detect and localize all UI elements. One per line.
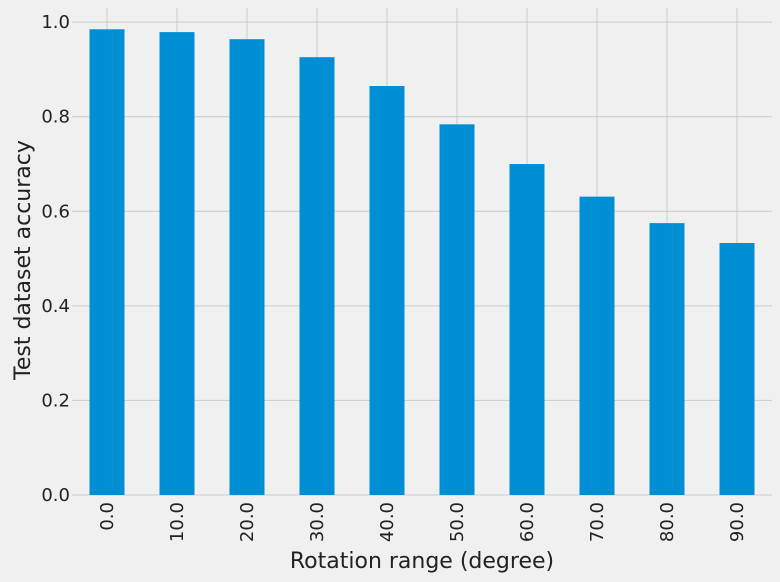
y-tick-label: 1.0 — [41, 12, 70, 33]
y-axis-ticks: 0.0 0.2 0.4 0.6 0.8 1.0 — [41, 12, 70, 506]
bar — [720, 243, 755, 495]
bar — [440, 124, 475, 495]
x-tick-label: 80.0 — [657, 502, 678, 542]
y-tick-label: 0.8 — [41, 107, 70, 128]
y-tick-label: 0.2 — [41, 390, 70, 411]
bars — [90, 29, 755, 495]
bar — [300, 57, 335, 495]
bar — [370, 86, 405, 495]
x-tick-label: 10.0 — [167, 502, 188, 542]
y-tick-label: 0.4 — [41, 296, 70, 317]
x-tick-label: 0.0 — [97, 502, 118, 531]
x-tick-label: 90.0 — [727, 502, 748, 542]
bar — [510, 164, 545, 495]
x-tick-label: 30.0 — [307, 502, 328, 542]
x-tick-label: 70.0 — [587, 502, 608, 542]
x-axis-ticks: 0.0 10.0 20.0 30.0 40.0 50.0 60.0 70.0 80.0 90.0 — [97, 502, 748, 542]
y-axis-label: Test dataset accuracy — [11, 140, 36, 381]
bar — [580, 197, 615, 495]
x-tick-label: 50.0 — [447, 502, 468, 542]
bar — [230, 39, 265, 495]
x-tick-label: 20.0 — [237, 502, 258, 542]
bar — [650, 223, 685, 495]
x-tick-label: 60.0 — [517, 502, 538, 542]
x-tick-label: 40.0 — [377, 502, 398, 542]
bar — [90, 29, 125, 495]
y-tick-label: 0.6 — [41, 201, 70, 222]
y-tick-label: 0.0 — [41, 485, 70, 506]
x-axis-label: Rotation range (degree) — [290, 549, 554, 574]
bar — [160, 32, 195, 495]
